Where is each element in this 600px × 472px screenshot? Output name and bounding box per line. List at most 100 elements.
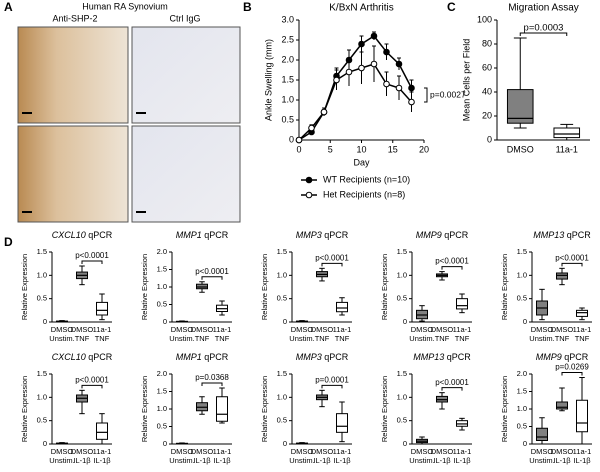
gene-name: MMP3 bbox=[296, 230, 322, 240]
x-tick-label: IL-1β bbox=[453, 456, 471, 465]
y-tick-label: 0.5 bbox=[157, 421, 167, 430]
x-tick-label: IL-1β bbox=[193, 456, 211, 465]
y-tick-label: 0.5 bbox=[281, 114, 294, 124]
annotation: p<0.0001 bbox=[555, 253, 589, 262]
bracket bbox=[321, 384, 343, 389]
bracket bbox=[561, 262, 583, 267]
marker bbox=[395, 84, 403, 92]
box bbox=[336, 413, 348, 433]
y-axis-label: Relative Expression bbox=[380, 376, 389, 442]
x-tick-label: DMSO bbox=[531, 325, 554, 334]
annotation: p<0.0001 bbox=[195, 267, 229, 276]
chart-title: MMP3 qPCR bbox=[296, 352, 349, 362]
x-tick-label: 11a-1 bbox=[453, 325, 472, 334]
y-tick-label: 1.5 bbox=[277, 369, 287, 378]
x-tick-label: 15 bbox=[388, 144, 398, 154]
title-suffix: qPCR bbox=[88, 352, 113, 362]
box bbox=[556, 401, 568, 410]
chart-title: Migration Assay bbox=[508, 3, 579, 14]
annotation: p<0.0001 bbox=[75, 375, 109, 384]
x-tick-label: DMSO bbox=[531, 447, 554, 456]
y-tick-label: 0.5 bbox=[517, 421, 527, 430]
panel-letter: D bbox=[4, 235, 13, 249]
y-tick-label: 1.5 bbox=[157, 264, 167, 273]
chart-title: MMP13 qPCR bbox=[533, 230, 591, 240]
box bbox=[96, 301, 108, 316]
y-tick-label: 1.0 bbox=[517, 270, 527, 279]
x-tick-label: Unstim. bbox=[289, 334, 314, 343]
box bbox=[536, 427, 548, 441]
y-tick-label: 1.0 bbox=[157, 404, 167, 413]
x-tick-label: DMSO bbox=[551, 325, 574, 334]
x-tick-label: IL-1β bbox=[93, 456, 111, 465]
micrograph bbox=[17, 26, 129, 124]
x-tick-label: DMSO bbox=[551, 447, 574, 456]
bracket bbox=[201, 276, 223, 280]
y-axis-label: Mean Cells per Field bbox=[461, 39, 471, 122]
x-tick-label: 11a-1 bbox=[333, 447, 352, 456]
annotation: p=0.0003 bbox=[524, 23, 564, 34]
annotation: p<0.0001 bbox=[75, 251, 109, 260]
marker bbox=[408, 84, 415, 92]
y-tick-label: 0 bbox=[163, 317, 167, 326]
box bbox=[506, 89, 534, 124]
y-tick-label: 1.5 bbox=[157, 386, 167, 395]
x-tick-label: TNF bbox=[195, 334, 210, 343]
marker bbox=[408, 98, 415, 106]
panel-a-title: Human RA Synovium bbox=[82, 1, 168, 11]
x-tick-label: IL-1β bbox=[553, 456, 571, 465]
marker bbox=[383, 80, 390, 88]
x-tick-label: Unstim. bbox=[529, 456, 554, 465]
y-tick-label: 0.5 bbox=[37, 416, 47, 425]
annotation: p<0.0001 bbox=[435, 378, 469, 387]
x-tick-label: 11a-1 bbox=[573, 447, 592, 456]
x-tick-label: DMSO bbox=[411, 325, 434, 334]
x-tick-label: DMSO bbox=[291, 447, 314, 456]
x-tick-label: 5 bbox=[328, 144, 333, 154]
y-tick-label: 1.5 bbox=[397, 369, 407, 378]
y-tick-label: 1.0 bbox=[37, 392, 47, 401]
chart-title: MMP9 qPCR bbox=[536, 352, 589, 362]
annotation: p=0.0368 bbox=[195, 373, 229, 382]
x-tick-label: DMSO bbox=[311, 447, 334, 456]
x-tick-label: DMSO bbox=[507, 144, 534, 154]
x-tick-label: DMSO bbox=[171, 447, 194, 456]
y-tick-label: 1.0 bbox=[281, 94, 294, 104]
y-tick-label: 100 bbox=[477, 14, 492, 24]
gene-name: MMP13 bbox=[413, 352, 444, 362]
x-tick-label: TNF bbox=[215, 334, 230, 343]
x-tick-label: DMSO bbox=[51, 447, 74, 456]
x-tick-label: 10 bbox=[356, 144, 366, 154]
x-tick-label: DMSO bbox=[191, 325, 214, 334]
chart-title: MMP1 qPCR bbox=[176, 352, 229, 362]
title-suffix: qPCR bbox=[324, 230, 349, 240]
title-suffix: qPCR bbox=[567, 230, 592, 240]
y-axis-label: Ankle Swelling (mm) bbox=[263, 39, 273, 121]
y-tick-label: 0.5 bbox=[277, 416, 287, 425]
x-tick-label: TNF bbox=[575, 334, 590, 343]
x-tick-label: IL-1β bbox=[573, 456, 591, 465]
gene-name: MMP9 bbox=[536, 352, 562, 362]
x-tick-label: IL-1β bbox=[333, 456, 351, 465]
x-tick-label: Unstim. bbox=[409, 334, 434, 343]
y-tick-label: 60 bbox=[482, 62, 492, 72]
title-suffix: qPCR bbox=[204, 230, 229, 240]
y-tick-label: 1.5 bbox=[37, 369, 47, 378]
y-tick-label: 0 bbox=[403, 439, 407, 448]
title-suffix: qPCR bbox=[204, 352, 229, 362]
x-tick-label: IL-1β bbox=[313, 456, 331, 465]
x-tick-label: DMSO bbox=[51, 325, 74, 334]
y-tick-label: 2.0 bbox=[157, 369, 167, 378]
box bbox=[336, 301, 348, 313]
y-tick-label: 0.5 bbox=[37, 294, 47, 303]
y-axis-label: Relative Expression bbox=[260, 254, 269, 320]
gene-name: CXCL10 bbox=[52, 352, 86, 362]
x-tick-label: DMSO bbox=[71, 447, 94, 456]
y-tick-label: 20 bbox=[482, 110, 492, 120]
y-tick-label: 1.0 bbox=[157, 282, 167, 291]
y-tick-label: 0.5 bbox=[277, 294, 287, 303]
x-tick-label: TNF bbox=[95, 334, 110, 343]
box bbox=[553, 127, 581, 139]
